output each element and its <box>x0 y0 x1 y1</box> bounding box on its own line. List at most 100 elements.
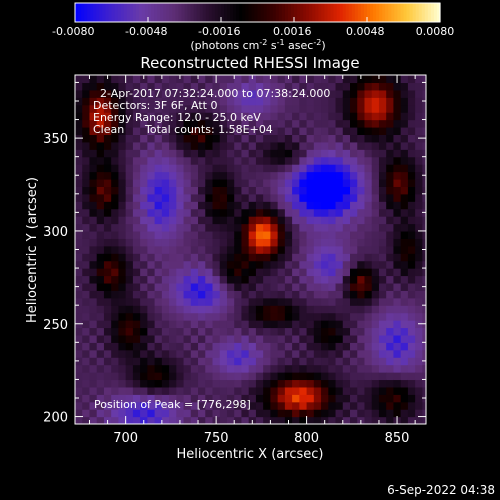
heatmap-cell <box>321 126 329 136</box>
heatmap-cell <box>378 349 387 358</box>
heatmap-cell <box>190 342 199 351</box>
heatmap-cell <box>328 223 337 232</box>
heatmap-cell <box>321 82 329 91</box>
heatmap-cell <box>205 216 214 225</box>
heatmap-cell <box>205 245 214 254</box>
heatmap-cell <box>190 75 199 84</box>
x-tick-label: 700 <box>113 431 138 446</box>
heatmap-cell <box>190 208 199 217</box>
heatmap-cell <box>183 82 192 91</box>
heatmap-cell <box>89 401 98 410</box>
heatmap-cell <box>378 342 387 351</box>
heatmap-cell <box>306 401 315 410</box>
heatmap-cell <box>270 141 279 150</box>
heatmap-cell <box>118 112 127 121</box>
colorbar-cell <box>290 3 295 22</box>
heatmap-cell <box>393 82 402 91</box>
heatmap-cell <box>342 260 351 269</box>
heatmap-cell <box>422 149 426 158</box>
heatmap-cell <box>154 342 163 351</box>
heatmap-cell <box>422 372 426 381</box>
heatmap-cell <box>176 282 185 291</box>
heatmap-cell <box>277 334 286 343</box>
heatmap-cell <box>241 394 250 403</box>
heatmap-cell <box>241 82 250 91</box>
heatmap-cell <box>190 112 199 121</box>
heatmap-cell <box>183 156 192 165</box>
heatmap-cell <box>277 260 286 269</box>
colorbar-cell <box>196 3 201 22</box>
heatmap-cell <box>277 357 286 366</box>
heatmap-cell <box>400 223 409 232</box>
heatmap-cell <box>118 238 127 247</box>
heatmap-cell <box>169 141 177 150</box>
heatmap-cell <box>335 253 344 262</box>
heatmap-cell <box>219 349 228 358</box>
heatmap-cell <box>393 193 402 202</box>
heatmap-cell <box>284 164 293 173</box>
heatmap-cell <box>313 193 322 202</box>
heatmap-cell <box>277 401 286 410</box>
heatmap-cell <box>415 305 423 314</box>
heatmap-cell <box>386 282 395 291</box>
heatmap-cell <box>241 238 250 247</box>
heatmap-cell <box>342 253 351 262</box>
heatmap-cell <box>169 156 177 165</box>
heatmap-cell <box>270 186 279 195</box>
heatmap-cell <box>226 253 235 262</box>
heatmap-cell <box>111 104 120 113</box>
heatmap-cell <box>190 320 199 329</box>
heatmap-cell <box>335 134 344 143</box>
heatmap-cell <box>306 275 315 284</box>
heatmap-cell <box>364 149 373 158</box>
heatmap-cell <box>321 260 329 269</box>
heatmap-cell <box>103 386 112 395</box>
heatmap-cell <box>205 104 214 113</box>
heatmap-cell <box>226 193 235 202</box>
heatmap-cell <box>103 334 112 343</box>
heatmap-cell <box>103 112 112 121</box>
heatmap-cell <box>378 75 387 84</box>
heatmap-cell <box>321 208 329 217</box>
heatmap-cell <box>111 342 120 351</box>
colorbar-cell <box>306 3 310 22</box>
colorbar-cell <box>160 3 164 22</box>
colorbar-cell <box>175 3 180 22</box>
heatmap-cell <box>205 327 214 336</box>
heatmap-cell <box>169 245 177 254</box>
heatmap-cell <box>212 134 221 143</box>
heatmap-cell <box>248 97 257 106</box>
heatmap-cell <box>313 141 322 150</box>
heatmap-cell <box>241 223 250 232</box>
heatmap-cell <box>125 275 134 284</box>
heatmap-cell <box>248 409 257 418</box>
heatmap-cell <box>241 89 250 98</box>
heatmap-cell <box>234 208 243 217</box>
heatmap-cell <box>328 208 337 217</box>
heatmap-cell <box>140 104 148 113</box>
heatmap-cell <box>103 126 112 136</box>
heatmap-cell <box>263 112 271 121</box>
heatmap-cell <box>190 238 199 247</box>
heatmap-cell <box>89 386 98 395</box>
heatmap-cell <box>248 134 257 143</box>
heatmap-cell <box>284 82 293 91</box>
heatmap-cell <box>371 409 380 418</box>
colorbar-cell <box>400 3 405 22</box>
heatmap-cell <box>284 208 293 217</box>
heatmap-cell <box>292 97 300 106</box>
heatmap-cell <box>350 216 358 225</box>
heatmap-cell <box>335 149 344 158</box>
heatmap-cell <box>212 394 221 403</box>
heatmap-cell <box>357 141 366 150</box>
heatmap-cell <box>190 193 199 202</box>
heatmap-cell <box>226 268 235 277</box>
heatmap-cell <box>248 394 257 403</box>
heatmap-cell <box>205 290 214 299</box>
heatmap-cell <box>357 171 366 180</box>
heatmap-cell <box>342 208 351 217</box>
heatmap-cell <box>241 386 250 395</box>
colorbar-cell <box>217 3 222 22</box>
heatmap-cell <box>342 112 351 121</box>
heatmap-cell <box>190 327 199 336</box>
